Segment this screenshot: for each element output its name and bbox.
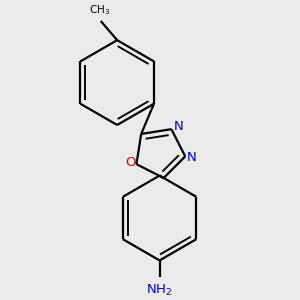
Text: N: N <box>187 151 197 164</box>
Text: O: O <box>125 156 136 169</box>
Text: CH$_3$: CH$_3$ <box>89 3 110 17</box>
Text: NH$_2$: NH$_2$ <box>146 283 173 298</box>
Text: N: N <box>173 121 183 134</box>
